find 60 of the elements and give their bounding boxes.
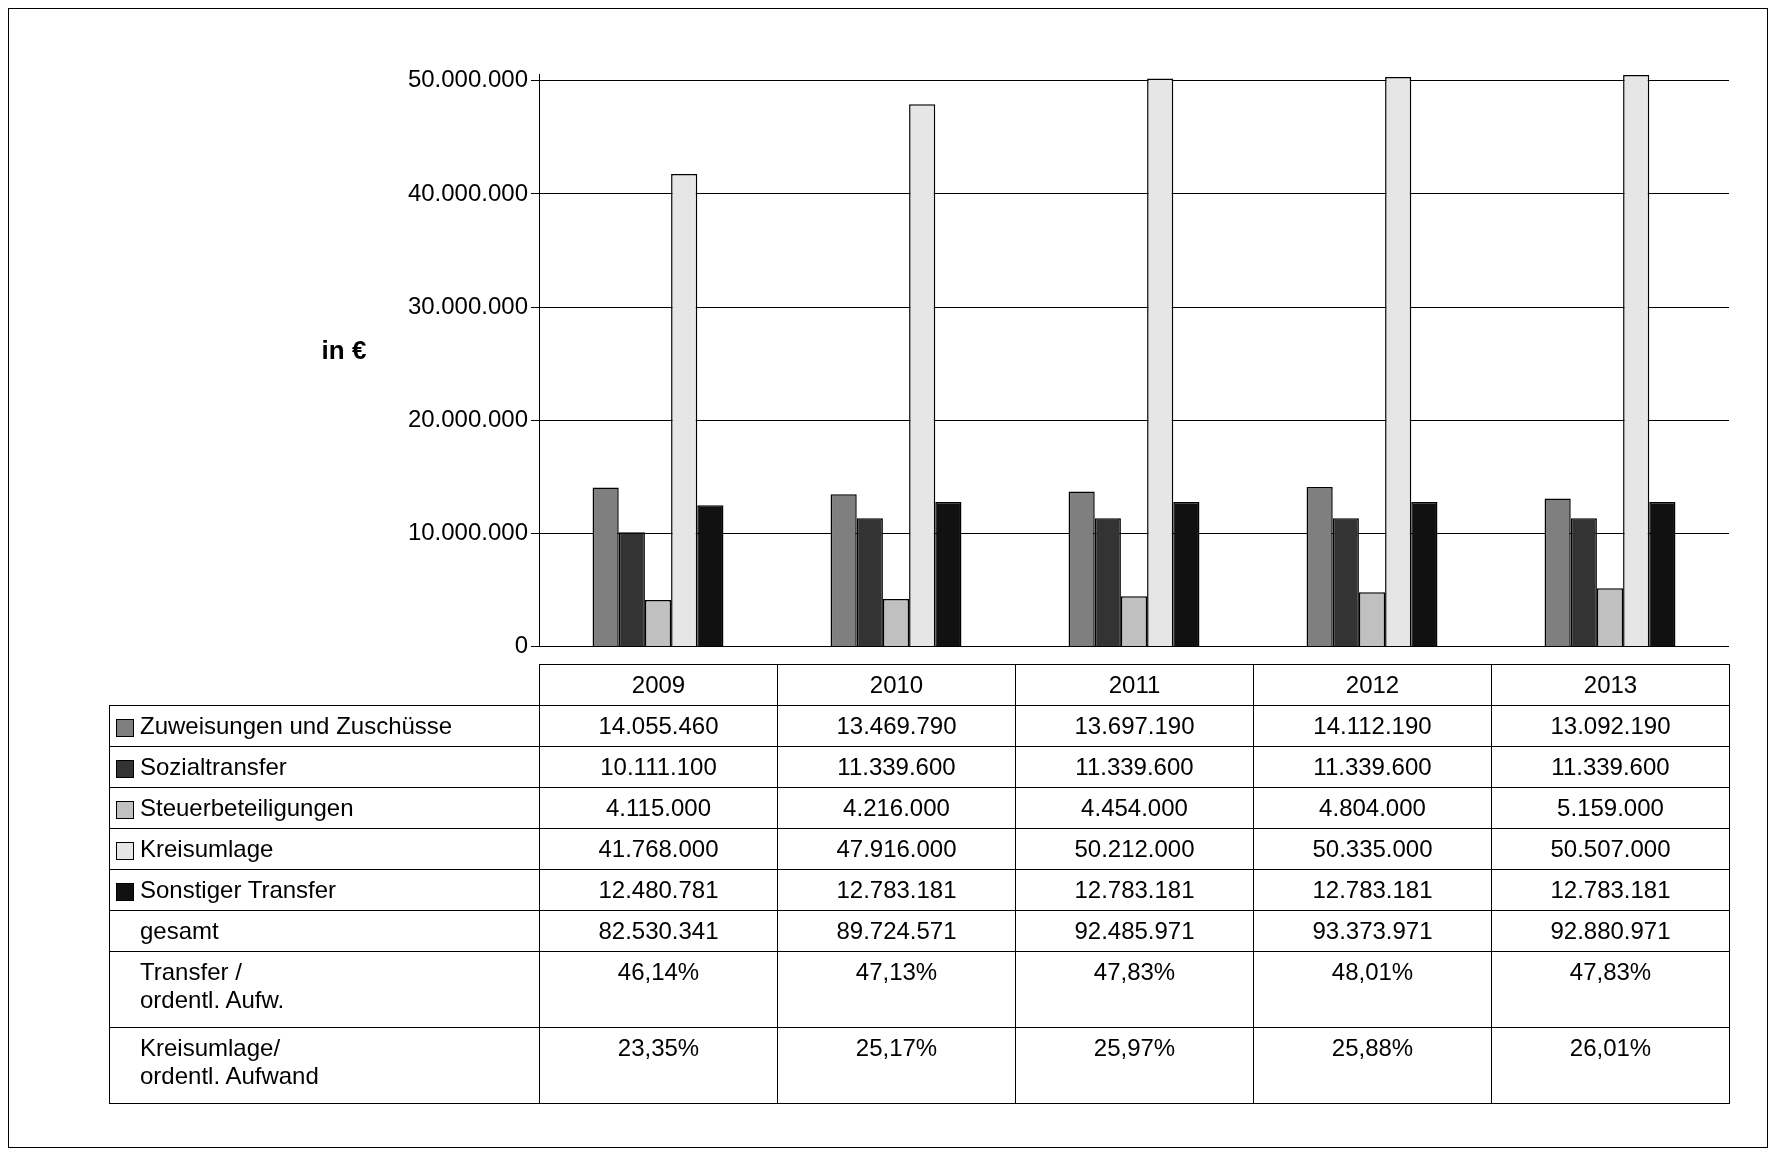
text: 93.373.971 [1253,910,1492,952]
text: 12.480.781 [539,869,778,911]
y-tick-label: 30.000.000 [407,291,528,319]
text: 25,17% [777,1027,1016,1104]
legend-label: Kreisumlage [109,828,540,870]
text: 50.507.000 [1491,828,1730,870]
y-tick-label: 0 [514,631,528,659]
text: 11.339.600 [1015,746,1254,788]
text: 41.768.000 [539,828,778,870]
text: 48,01% [1253,951,1492,1028]
x-tick-label: 2010 [777,664,1016,706]
text: 23,35% [539,1027,778,1104]
text: 4.115.000 [539,787,778,829]
text: 89.724.571 [777,910,1016,952]
text: 4.216.000 [777,787,1016,829]
y-tick-label: 50.000.000 [407,65,528,93]
text: 47,13% [777,951,1016,1028]
text: 14.055.460 [539,705,778,747]
y-tick-label: 10.000.000 [407,518,528,546]
text: 12.783.181 [777,869,1016,911]
text: 12.783.181 [1015,869,1254,911]
x-tick-label: 2009 [539,664,778,706]
text: 47,83% [1015,951,1254,1028]
legend-label: Sonstiger Transfer [109,869,540,911]
text: 25,88% [1253,1027,1492,1104]
x-tick-label: 2011 [1015,664,1254,706]
text: 12.783.181 [1253,869,1492,911]
text: 47,83% [1491,951,1730,1028]
text: 11.339.600 [1253,746,1492,788]
text: Transfer / ordentl. Aufw. [109,951,540,1028]
y-tick-label: 20.000.000 [407,404,528,432]
y-tick-label: 40.000.000 [407,178,528,206]
legend-label: Zuweisungen und Zuschüsse [109,705,540,747]
legend-label: Steuerbeteiligungen [109,787,540,829]
text: 50.335.000 [1253,828,1492,870]
text: gesamt [109,910,540,952]
text: 11.339.600 [1491,746,1730,788]
text: 5.159.000 [1491,787,1730,829]
text: 13.469.790 [777,705,1016,747]
x-tick-label: 2012 [1253,664,1492,706]
text: 4.804.000 [1253,787,1492,829]
text: 13.092.190 [1491,705,1730,747]
text: Kreisumlage/ ordentl. Aufwand [109,1027,540,1104]
text: 92.485.971 [1015,910,1254,952]
y-axis-title: in € [321,335,367,366]
text: 4.454.000 [1015,787,1254,829]
text: 14.112.190 [1253,705,1492,747]
text: 11.339.600 [777,746,1016,788]
text: 25,97% [1015,1027,1254,1104]
legend-label: Sozialtransfer [109,746,540,788]
text: 50.212.000 [1015,828,1254,870]
text: 12.783.181 [1491,869,1730,911]
text: 47.916.000 [777,828,1016,870]
text: 26,01% [1491,1027,1730,1104]
text: 46,14% [539,951,778,1028]
text: 10.111.100 [539,746,778,788]
text: 82.530.341 [539,910,778,952]
text: 13.697.190 [1015,705,1254,747]
text: 92.880.971 [1491,910,1730,952]
x-tick-label: 2013 [1491,664,1730,706]
